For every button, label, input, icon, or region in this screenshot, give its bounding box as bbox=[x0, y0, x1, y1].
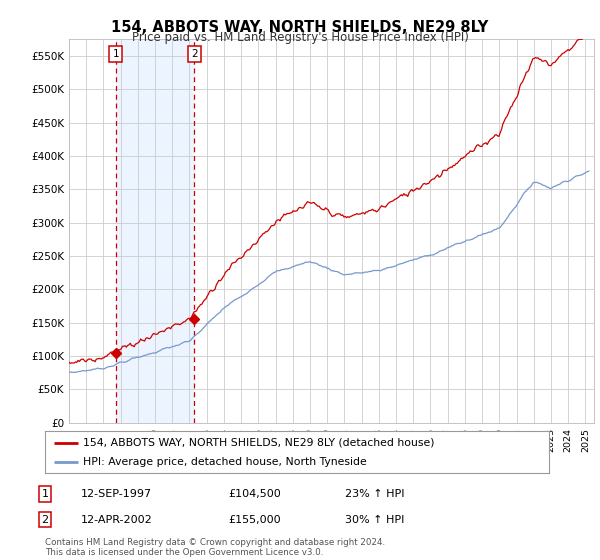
Text: £155,000: £155,000 bbox=[228, 515, 281, 525]
Bar bbox=[116, 39, 194, 423]
Text: HPI: Average price, detached house, North Tyneside: HPI: Average price, detached house, Nort… bbox=[83, 457, 367, 467]
Text: 154, ABBOTS WAY, NORTH SHIELDS, NE29 8LY (detached house): 154, ABBOTS WAY, NORTH SHIELDS, NE29 8LY… bbox=[83, 437, 434, 447]
Text: Contains HM Land Registry data © Crown copyright and database right 2024.
This d: Contains HM Land Registry data © Crown c… bbox=[45, 538, 385, 557]
Text: 154, ABBOTS WAY, NORTH SHIELDS, NE29 8LY: 154, ABBOTS WAY, NORTH SHIELDS, NE29 8LY bbox=[112, 20, 488, 35]
Text: 1: 1 bbox=[112, 49, 119, 59]
Text: 1: 1 bbox=[41, 489, 49, 499]
Text: 2: 2 bbox=[191, 49, 197, 59]
Text: 30% ↑ HPI: 30% ↑ HPI bbox=[345, 515, 404, 525]
Text: 12-APR-2002: 12-APR-2002 bbox=[81, 515, 153, 525]
Text: Price paid vs. HM Land Registry's House Price Index (HPI): Price paid vs. HM Land Registry's House … bbox=[131, 31, 469, 44]
Text: 23% ↑ HPI: 23% ↑ HPI bbox=[345, 489, 404, 499]
Text: £104,500: £104,500 bbox=[228, 489, 281, 499]
Text: 12-SEP-1997: 12-SEP-1997 bbox=[81, 489, 152, 499]
Text: 2: 2 bbox=[41, 515, 49, 525]
